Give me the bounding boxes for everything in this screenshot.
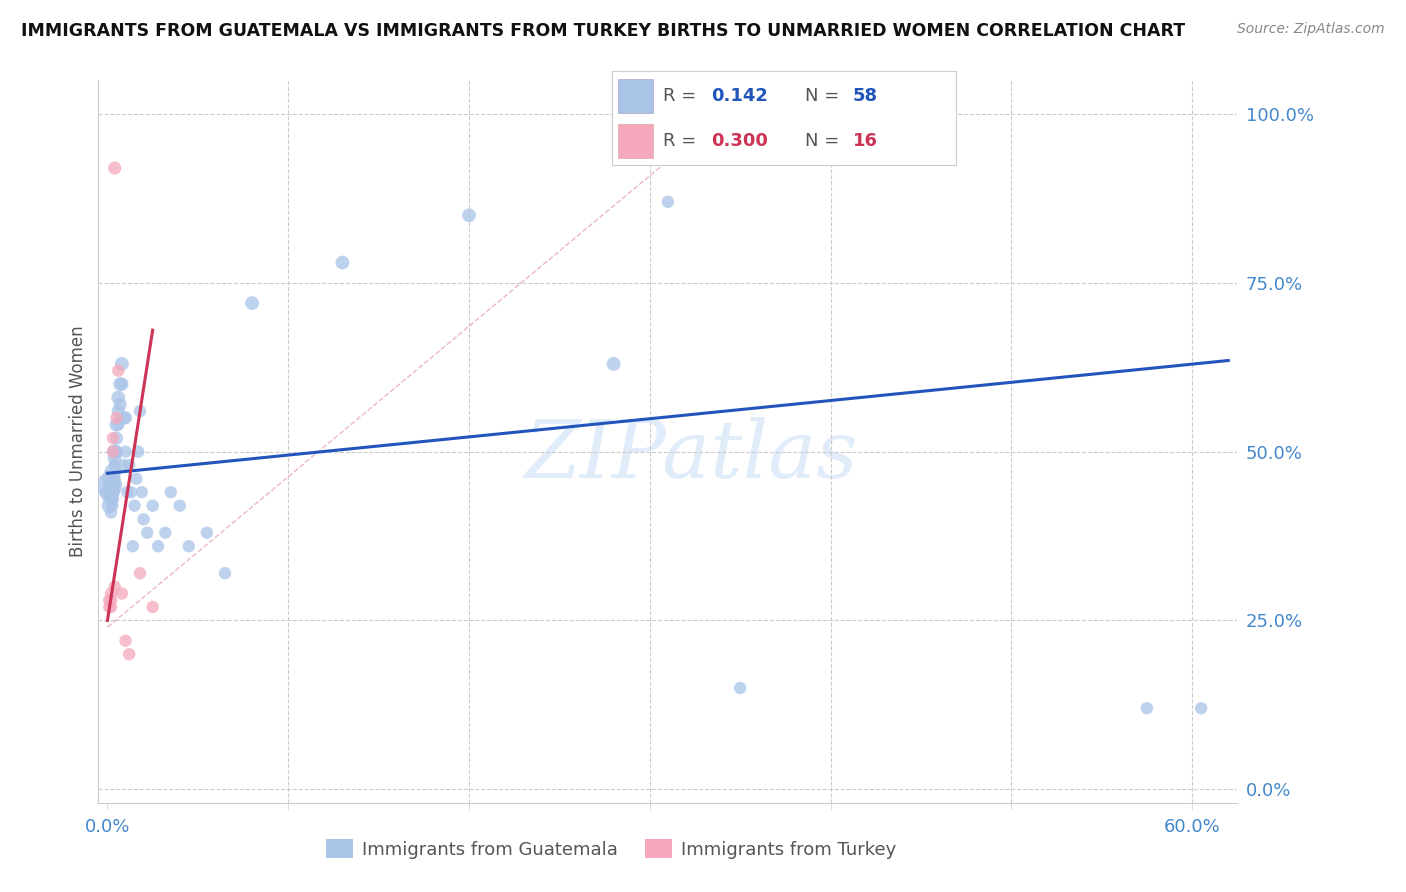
Point: [131, 485, 153, 500]
Point: [105, 444, 128, 458]
Legend: Immigrants from Guatemala, Immigrants from Turkey: Immigrants from Guatemala, Immigrants fr…: [319, 832, 903, 866]
Point: [100, 599, 122, 614]
Point: [602, 357, 624, 371]
Text: 58: 58: [852, 87, 877, 104]
Point: [240, 296, 263, 310]
Point: [114, 444, 136, 458]
Bar: [619, 124, 652, 158]
Point: [107, 391, 129, 405]
Point: [117, 485, 139, 500]
Point: [169, 499, 191, 513]
Point: [112, 458, 135, 472]
Bar: [619, 78, 652, 112]
Point: [104, 580, 127, 594]
Text: N =: N =: [804, 87, 845, 104]
Point: [101, 491, 124, 506]
Point: [108, 377, 131, 392]
Point: [177, 539, 200, 553]
Point: [100, 593, 122, 607]
Point: [118, 647, 141, 661]
Point: [1136, 701, 1159, 715]
Point: [458, 208, 481, 222]
Point: [101, 499, 124, 513]
Point: [111, 586, 134, 600]
Point: [195, 525, 218, 540]
Point: [129, 566, 152, 581]
Point: [105, 411, 128, 425]
Point: [111, 377, 134, 392]
Point: [100, 472, 122, 486]
Point: [107, 417, 129, 432]
Point: [107, 404, 129, 418]
Point: [120, 485, 142, 500]
Point: [129, 404, 152, 418]
Point: [104, 458, 127, 472]
Text: 0.300: 0.300: [711, 132, 769, 150]
Point: [100, 586, 122, 600]
Text: R =: R =: [664, 132, 702, 150]
Point: [332, 255, 354, 269]
Point: [104, 444, 127, 458]
Point: [1189, 701, 1212, 715]
Point: [98, 485, 121, 500]
Point: [98, 478, 121, 492]
Point: [98, 599, 121, 614]
Point: [105, 431, 128, 445]
Point: [101, 465, 124, 479]
Point: [100, 505, 122, 519]
Point: [132, 512, 155, 526]
Point: [105, 417, 128, 432]
Point: [118, 458, 141, 472]
Point: [121, 539, 143, 553]
Point: [104, 478, 127, 492]
Point: [112, 411, 135, 425]
Point: [104, 161, 127, 175]
Point: [142, 499, 165, 513]
Text: ZIPatlas: ZIPatlas: [524, 417, 858, 495]
Text: Source: ZipAtlas.com: Source: ZipAtlas.com: [1237, 22, 1385, 37]
Point: [146, 539, 169, 553]
Point: [101, 478, 124, 492]
Point: [101, 444, 124, 458]
Point: [136, 525, 159, 540]
Text: 0.142: 0.142: [711, 87, 769, 104]
Text: 16: 16: [852, 132, 877, 150]
Point: [142, 599, 165, 614]
Point: [728, 681, 751, 695]
Point: [100, 491, 122, 506]
Point: [114, 633, 136, 648]
Point: [98, 499, 121, 513]
Point: [127, 444, 149, 458]
Text: IMMIGRANTS FROM GUATEMALA VS IMMIGRANTS FROM TURKEY BIRTHS TO UNMARRIED WOMEN CO: IMMIGRANTS FROM GUATEMALA VS IMMIGRANTS …: [21, 22, 1185, 40]
Point: [159, 485, 181, 500]
Point: [104, 451, 127, 466]
Point: [104, 472, 127, 486]
Point: [101, 485, 124, 500]
Point: [114, 411, 136, 425]
Point: [657, 194, 679, 209]
Y-axis label: Births to Unmarried Women: Births to Unmarried Women: [69, 326, 87, 558]
Point: [111, 357, 134, 371]
Point: [108, 397, 131, 411]
Point: [125, 472, 148, 486]
Text: R =: R =: [664, 87, 702, 104]
Point: [98, 593, 121, 607]
Text: N =: N =: [804, 132, 845, 150]
Point: [214, 566, 236, 581]
Point: [155, 525, 177, 540]
Point: [101, 431, 124, 445]
Point: [100, 485, 122, 500]
Point: [107, 364, 129, 378]
Point: [124, 499, 146, 513]
